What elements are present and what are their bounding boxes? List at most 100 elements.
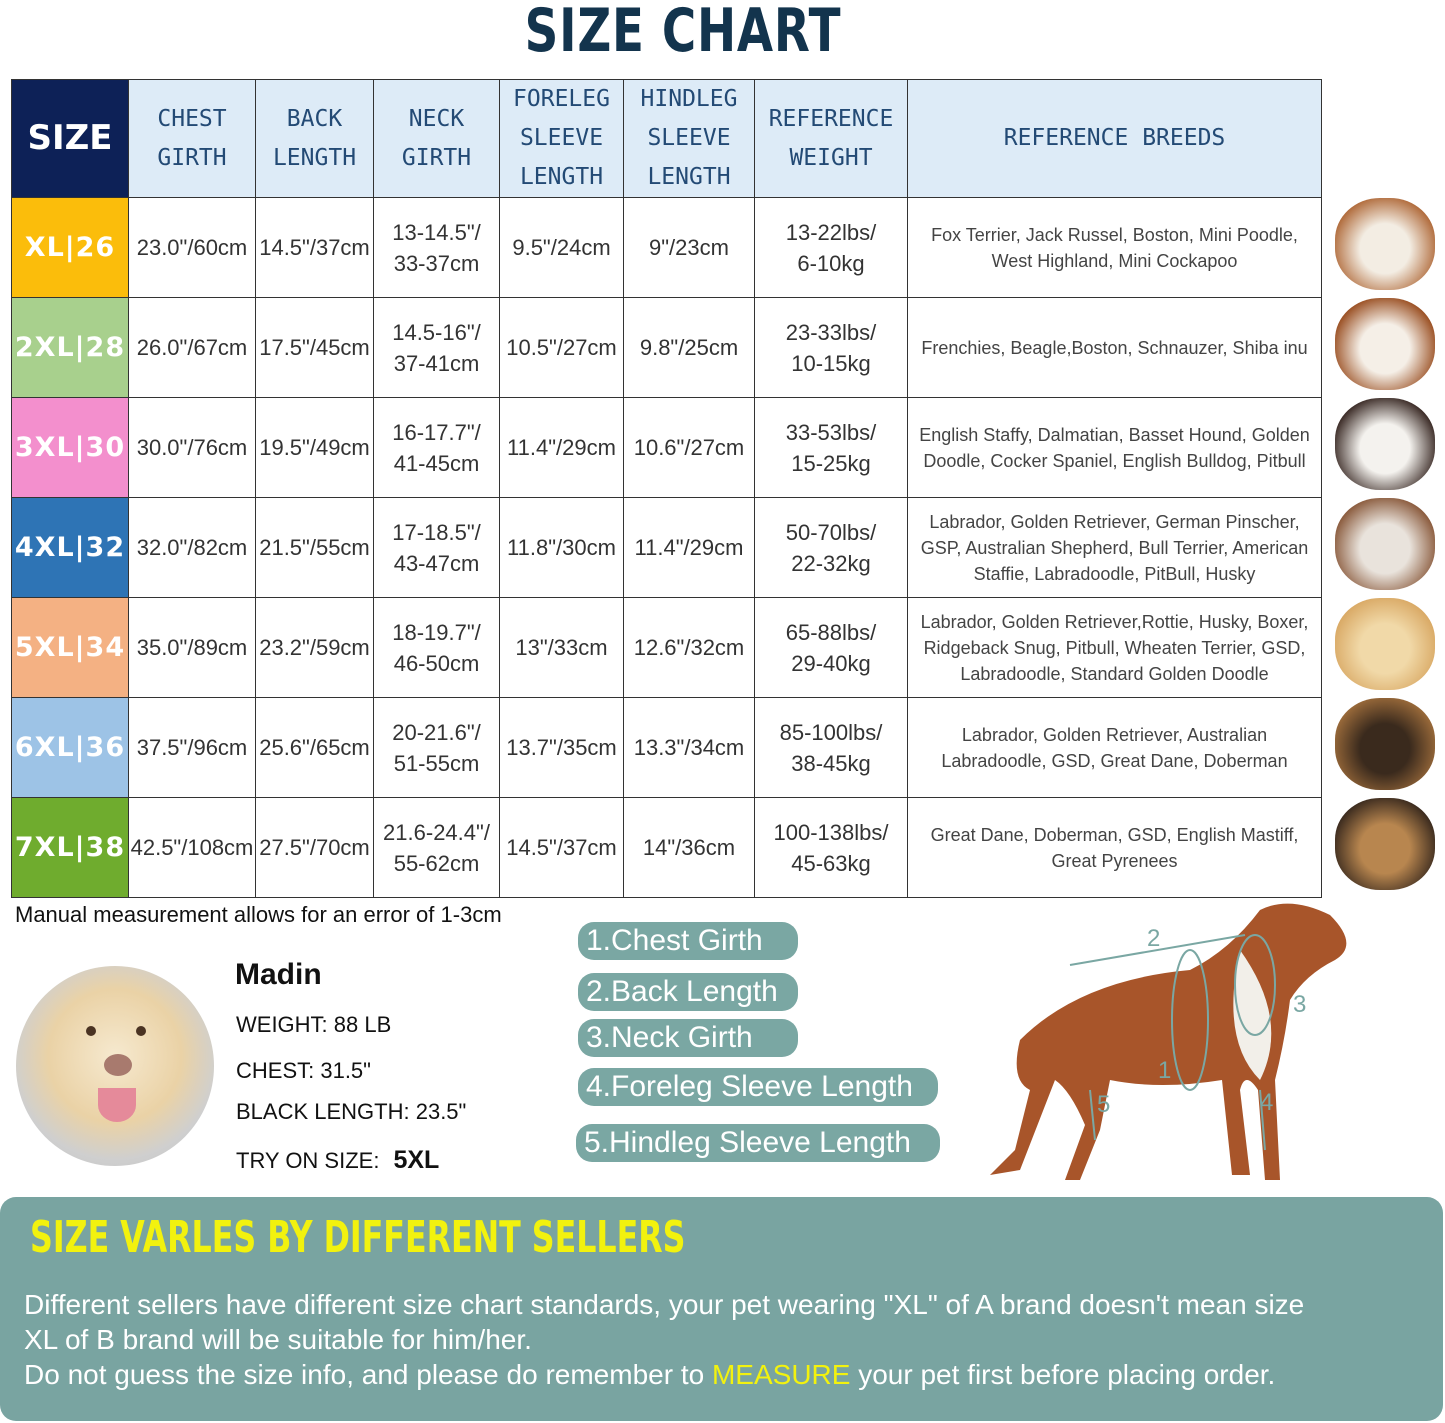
column-header: CHEST GIRTH	[128, 79, 256, 198]
legend-chest-girth: 1.Chest Girth	[578, 922, 798, 960]
size-label: 5XL|34	[11, 597, 129, 698]
breed-dog-photo	[1335, 198, 1435, 290]
diagram-label-3: 3	[1293, 991, 1306, 1018]
weight-cell: 13-22lbs/ 6-10kg	[754, 197, 908, 298]
back-cell: 17.5"/45cm	[255, 297, 374, 398]
tongue	[98, 1088, 136, 1122]
measure-highlight: MEASURE	[711, 1359, 851, 1390]
hindleg-cell: 9"/23cm	[623, 197, 755, 298]
weight-cell: 50-70lbs/ 22-32kg	[754, 497, 908, 598]
back-cell: 14.5"/37cm	[255, 197, 374, 298]
table-row: 4XL|32 32.0"/82cm 21.5"/55cm 17-18.5"/ 43-4…	[11, 497, 1322, 598]
weight-cell: 23-33lbs/ 10-15kg	[754, 297, 908, 398]
weight-cell: 65-88lbs/ 29-40kg	[754, 597, 908, 698]
size-label: 4XL|32	[11, 497, 129, 598]
breeds-cell: Fox Terrier, Jack Russel, Boston, Mini P…	[907, 197, 1322, 298]
panel-line-3: Do not guess the size info, and please d…	[24, 1359, 1275, 1391]
back-cell: 21.5"/55cm	[255, 497, 374, 598]
chest-cell: 35.0"/89cm	[128, 597, 256, 698]
measurement-lines	[1069, 934, 1276, 1151]
column-header: FORELEG SLEEVE LENGTH	[499, 79, 624, 198]
hindleg-cell: 11.4"/29cm	[623, 497, 755, 598]
back-cell: 25.6"/65cm	[255, 697, 374, 798]
eye	[136, 1026, 146, 1036]
foreleg-cell: 10.5"/27cm	[499, 297, 624, 398]
seller-warning-panel: SIZE VARLES BY DIFFERENT SELLERS Differe…	[0, 1197, 1443, 1421]
diagram-label-2: 2	[1147, 925, 1160, 952]
neck-cell: 14.5-16"/ 37-41cm	[373, 297, 500, 398]
foreleg-cell: 13.7"/35cm	[499, 697, 624, 798]
weight-cell: 33-53lbs/ 15-25kg	[754, 397, 908, 498]
column-header: REFERENCE BREEDS	[907, 79, 1322, 198]
dog-try-size: TRY ON SIZE: 5XL	[236, 1146, 439, 1175]
try-size-value: 5XL	[393, 1146, 440, 1174]
column-header: NECK GIRTH	[373, 79, 500, 198]
nose	[104, 1054, 132, 1076]
dog-silhouette	[990, 903, 1347, 1180]
panel-line-3b: your pet first before placing order.	[850, 1359, 1276, 1390]
breed-dog-photo	[1335, 398, 1435, 490]
column-header: REFERENCE WEIGHT	[754, 79, 908, 198]
table-row: 5XL|34 35.0"/89cm 23.2"/59cm 18-19.7"/ 46-5…	[11, 597, 1322, 698]
legend-foreleg-sleeve: 4.Foreleg Sleeve Length	[578, 1068, 938, 1106]
foreleg-cell: 9.5"/24cm	[499, 197, 624, 298]
neck-cell: 20-21.6"/ 51-55cm	[373, 697, 500, 798]
chest-patch	[1233, 950, 1272, 1080]
table-row: 7XL|38 42.5"/108cm 27.5"/70cm 21.6-24.4"/ 5…	[11, 797, 1322, 898]
size-chart-table: SIZE CHEST GIRTH BACK LENGTH NECK GIRTH FORE…	[11, 79, 1322, 898]
column-header: SIZE	[11, 79, 129, 198]
chest-cell: 37.5"/96cm	[128, 697, 256, 798]
column-header: BACK LENGTH	[255, 79, 374, 198]
legend-neck-girth: 3.Neck Girth	[578, 1019, 798, 1057]
breed-dog-photo	[1335, 798, 1435, 890]
breeds-cell: English Staffy, Dalmatian, Basset Hound,…	[907, 397, 1322, 498]
eye	[86, 1026, 96, 1036]
hindleg-cell: 12.6"/32cm	[623, 597, 755, 698]
weight-cell: 100-138lbs/ 45-63kg	[754, 797, 908, 898]
panel-heading: SIZE VARLES BY DIFFERENT SELLERS	[30, 1212, 686, 1263]
diagram-label-4: 4	[1260, 1089, 1273, 1116]
measurement-diagram: 1 2 3 4 5	[990, 903, 1347, 1180]
column-header: HINDLEG SLEEVE LENGTH	[623, 79, 755, 198]
hindleg-cell: 14"/36cm	[623, 797, 755, 898]
dog-weight: WEIGHT: 88 LB	[236, 1012, 392, 1037]
diagram-label-1: 1	[1158, 1057, 1171, 1084]
size-label: 6XL|36	[11, 697, 129, 798]
hindleg-cell: 13.3"/34cm	[623, 697, 755, 798]
foreleg-cell: 11.8"/30cm	[499, 497, 624, 598]
neck-cell: 17-18.5"/ 43-47cm	[373, 497, 500, 598]
neck-cell: 18-19.7"/ 46-50cm	[373, 597, 500, 698]
breed-dog-photo	[1335, 698, 1435, 790]
table-row: 2XL|28 26.0"/67cm 17.5"/45cm 14.5-16"/ 37-4…	[11, 297, 1322, 398]
size-label: 3XL|30	[11, 397, 129, 498]
hindleg-cell: 9.8"/25cm	[623, 297, 755, 398]
table-row: 6XL|36 37.5"/96cm 25.6"/65cm 20-21.6"/ 51-5…	[11, 697, 1322, 798]
back-cell: 27.5"/70cm	[255, 797, 374, 898]
legend-hindleg-sleeve: 5.Hindleg Sleeve Length	[576, 1124, 940, 1162]
breed-dog-photo	[1335, 498, 1435, 590]
chest-cell: 26.0"/67cm	[128, 297, 256, 398]
size-label: XL|26	[11, 197, 129, 298]
back-cell: 23.2"/59cm	[255, 597, 374, 698]
breeds-cell: Frenchies, Beagle,Boston, Schnauzer, Shi…	[907, 297, 1322, 398]
legend-back-length: 2.Back Length	[578, 973, 798, 1011]
breeds-cell: Labrador, Golden Retriever,Rottie, Husky…	[907, 597, 1322, 698]
measurement-note: Manual measurement allows for an error o…	[15, 902, 502, 927]
dog-chest: CHEST: 31.5"	[236, 1058, 371, 1083]
example-dog-photo	[16, 966, 214, 1166]
try-label: TRY ON SIZE:	[236, 1148, 380, 1173]
foreleg-cell: 13"/33cm	[499, 597, 624, 698]
panel-line-3a: Do not guess the size info, and please d…	[24, 1359, 712, 1390]
neck-cell: 16-17.7"/ 41-45cm	[373, 397, 500, 498]
back-cell: 19.5"/49cm	[255, 397, 374, 498]
size-label: 7XL|38	[11, 797, 129, 898]
table-row: 3XL|30 30.0"/76cm 19.5"/49cm 16-17.7"/ 41-4…	[11, 397, 1322, 498]
dog-back-length: BLACK LENGTH: 23.5"	[236, 1099, 467, 1124]
diagram-label-5: 5	[1097, 1091, 1110, 1118]
page-title: SIZE CHART	[524, 0, 842, 66]
breeds-cell: Labrador, Golden Retriever, German Pinsc…	[907, 497, 1322, 598]
breeds-cell: Great Dane, Doberman, GSD, English Masti…	[907, 797, 1322, 898]
chest-cell: 23.0"/60cm	[128, 197, 256, 298]
weight-cell: 85-100lbs/ 38-45kg	[754, 697, 908, 798]
breed-dog-photo	[1335, 298, 1435, 390]
